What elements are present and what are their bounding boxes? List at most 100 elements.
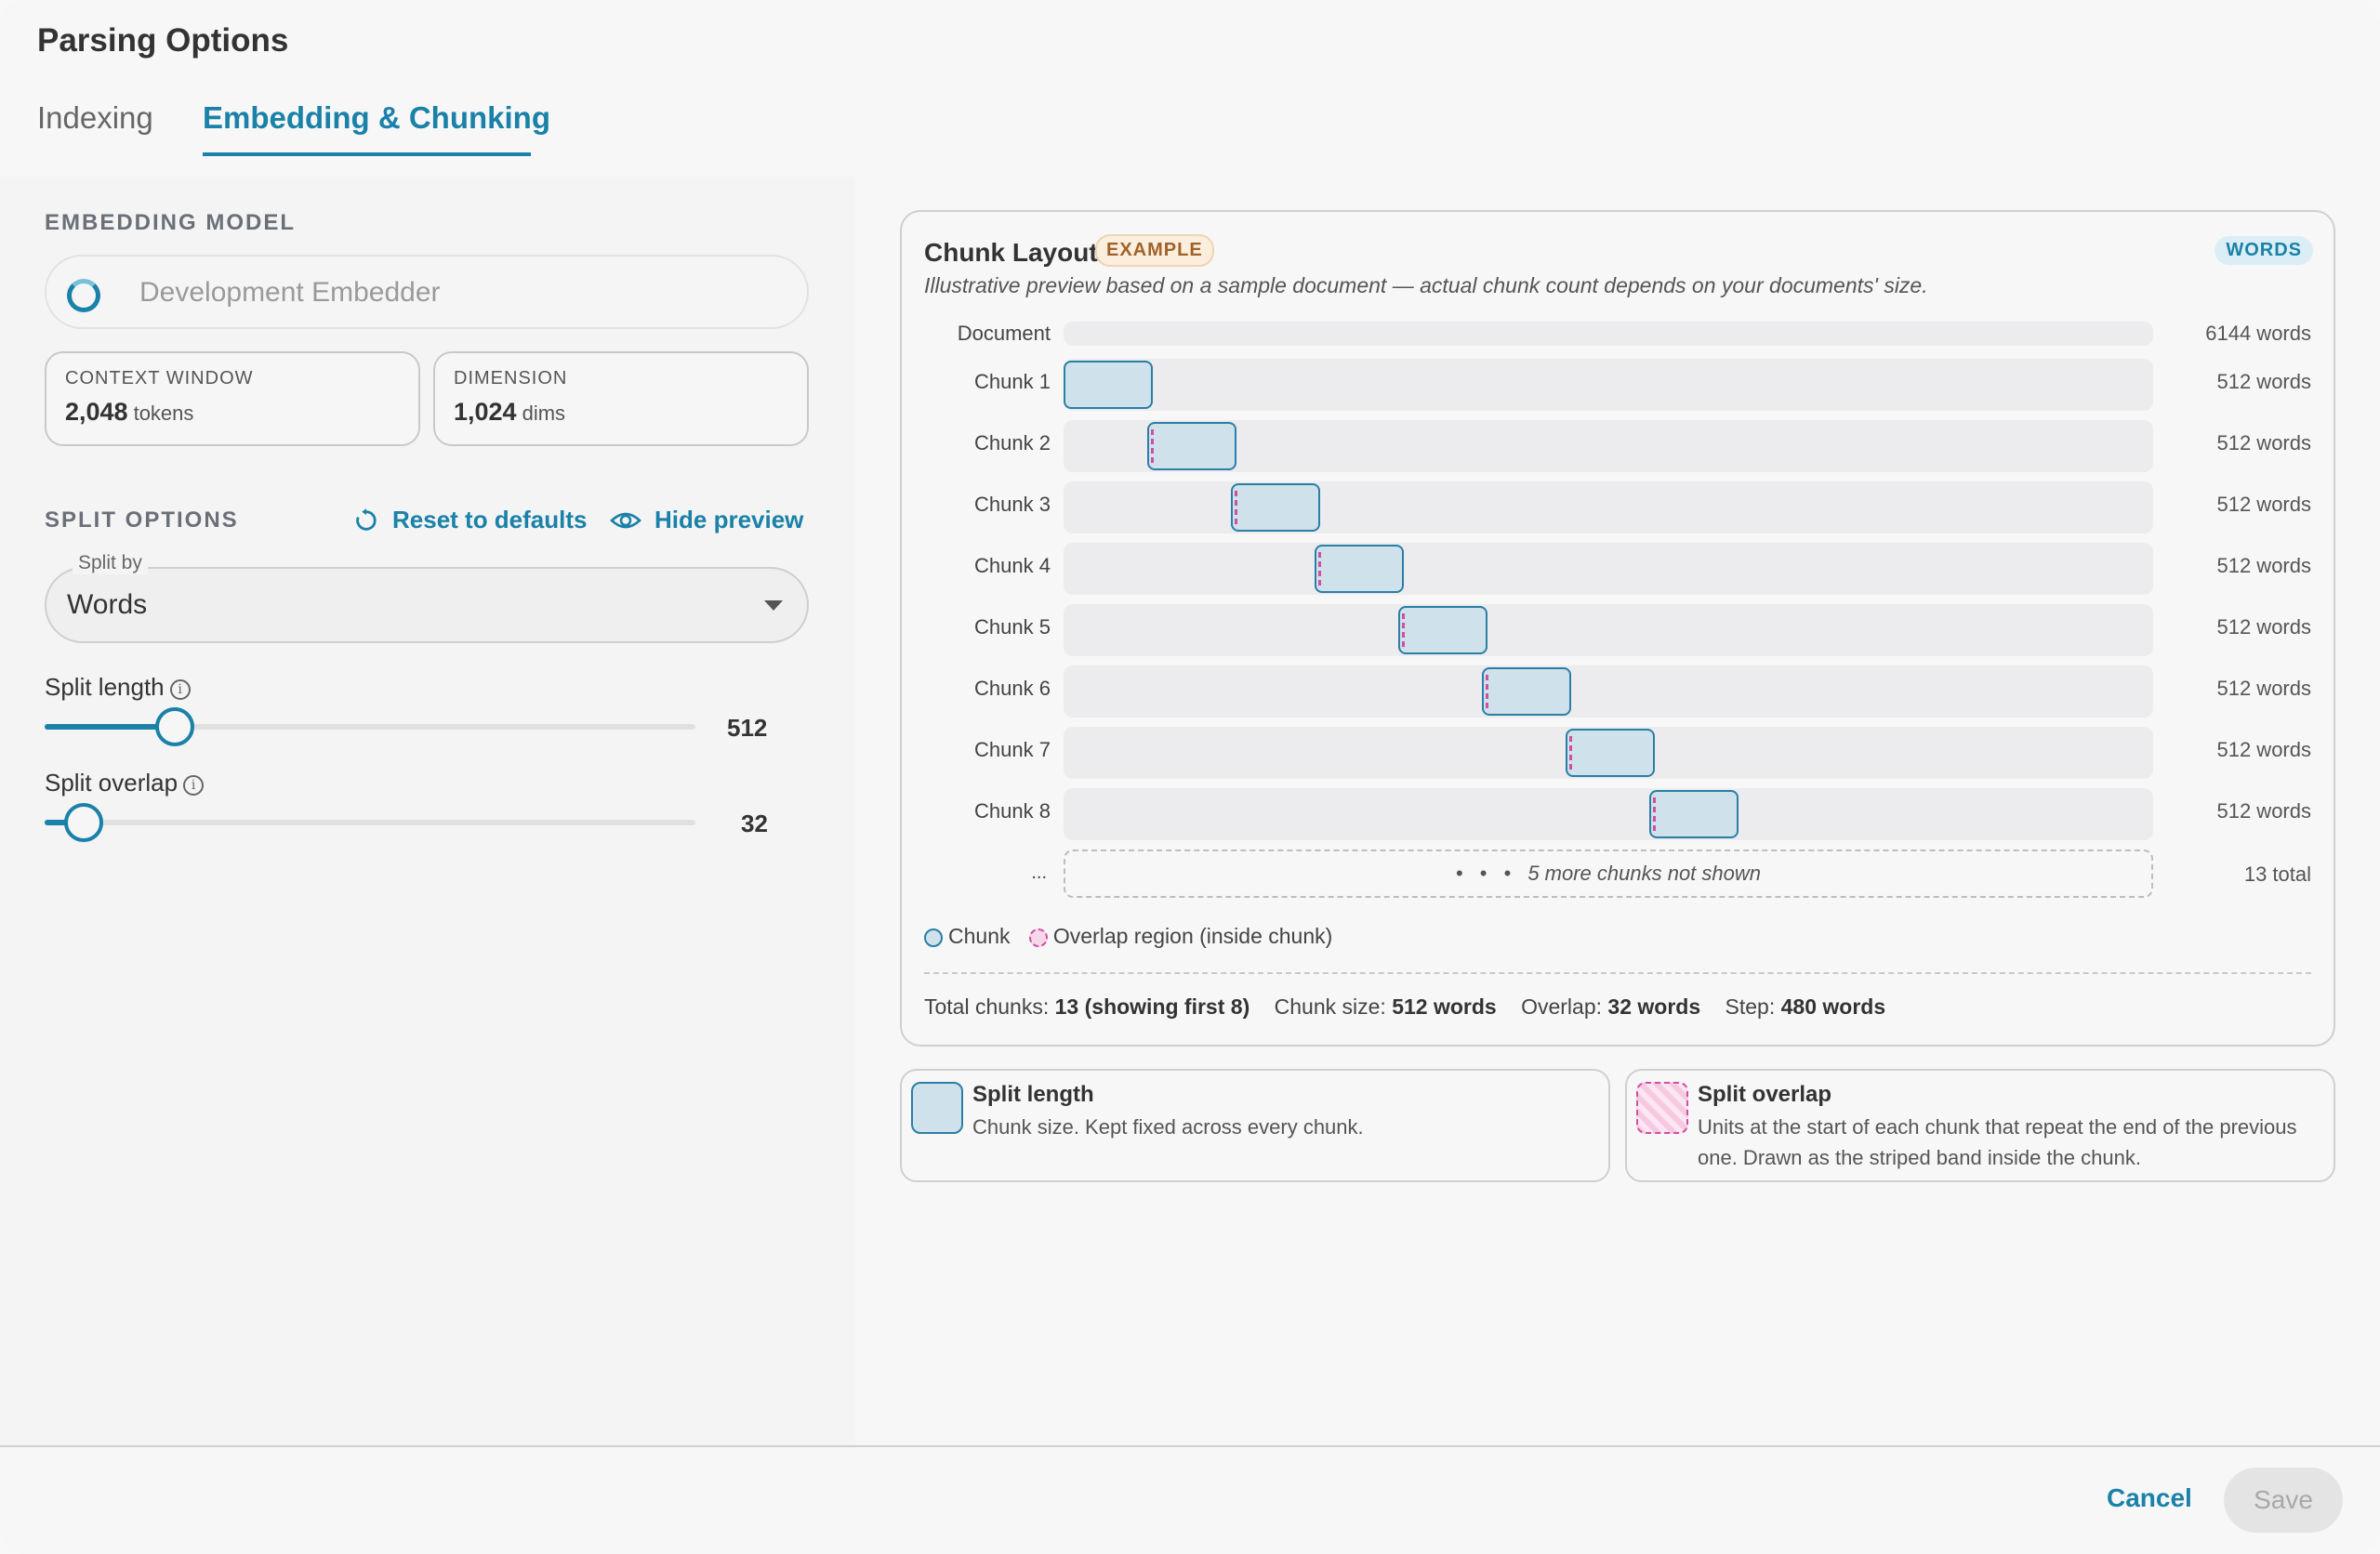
document-count: 6144 words: [2205, 322, 2311, 345]
context-window-card: CONTEXT WINDOW 2,048 tokens: [45, 351, 420, 446]
split-overlap-explainer-text: Units at the start of each chunk that re…: [1698, 1115, 2297, 1169]
overlap-band: [1569, 736, 1575, 770]
chunk-block: [1231, 483, 1320, 532]
split-length-thumb[interactable]: [155, 707, 194, 746]
embedding-model-field[interactable]: Development Embedder: [45, 255, 809, 329]
chunk-row-count: 512 words: [2216, 431, 2311, 454]
chunk-layout-title: Chunk Layout: [924, 238, 1098, 267]
split-length-explainer-title: Split length: [972, 1082, 1094, 1107]
save-button[interactable]: Save: [2224, 1468, 2343, 1533]
info-icon[interactable]: i: [169, 679, 191, 700]
dialog-title: Parsing Options: [37, 22, 289, 59]
split-length-label: Split length i: [45, 673, 191, 702]
chunk-row-count: 512 words: [2216, 493, 2311, 516]
context-window-label: CONTEXT WINDOW: [65, 368, 254, 388]
more-chunks-placeholder: • • • 5 more chunks not shown: [1064, 849, 2153, 898]
chunk-block: [1147, 422, 1236, 470]
tab-embedding-chunking[interactable]: Embedding & Chunking: [203, 100, 550, 135]
more-chunks-text: 5 more chunks not shown: [1527, 862, 1762, 885]
chunk-block: [1566, 729, 1655, 777]
chunk-row-track: [1064, 481, 2153, 533]
legend-chunk-label: Chunk: [948, 924, 1011, 948]
more-ellipsis: ...: [1031, 863, 1047, 883]
chunk-block: [1315, 545, 1404, 593]
eye-icon: [610, 512, 641, 529]
chunk-row-label: Chunk 4: [974, 554, 1051, 577]
chunk-row-track: [1064, 604, 2153, 656]
split-by-label: Split by: [73, 552, 148, 574]
unit-badge: WORDS: [2215, 236, 2313, 265]
document-track: [1064, 322, 2153, 346]
more-dots: • • •: [1455, 862, 1517, 885]
split-overlap-slider[interactable]: [45, 803, 695, 842]
split-length-explainer: Split length Chunk size. Kept fixed acro…: [900, 1069, 1610, 1182]
chunk-row-track: [1064, 788, 2153, 840]
chunk-block: [1064, 361, 1153, 409]
example-badge: EXAMPLE: [1095, 234, 1214, 267]
overlap-band: [1653, 797, 1659, 831]
split-overlap-thumb[interactable]: [64, 803, 103, 842]
split-by-select[interactable]: Split by Words: [45, 552, 809, 643]
tab-indexing[interactable]: Indexing: [37, 100, 153, 135]
split-length-explainer-text: Chunk size. Kept fixed across every chun…: [972, 1115, 1364, 1139]
chunk-row-count: 512 words: [2216, 615, 2311, 639]
split-length-fill: [45, 724, 175, 730]
chunk-row-label: Chunk 6: [974, 677, 1051, 700]
chunk-row-count: 512 words: [2216, 677, 2311, 700]
chunk-row-track: [1064, 665, 2153, 718]
overlap-legend-swatch: [1028, 928, 1048, 947]
overlap-band: [1235, 491, 1240, 524]
embedding-model-heading: EMBEDDING MODEL: [45, 210, 296, 235]
chunk-row-label: Chunk 2: [974, 431, 1051, 454]
split-options-heading: SPLIT OPTIONS: [45, 507, 239, 533]
reset-icon: [356, 508, 377, 531]
chunk-legend: Chunk Overlap region (inside chunk): [924, 924, 1332, 949]
dimension-value: 1,024 dims: [454, 398, 566, 426]
chunk-row-track: [1064, 420, 2153, 472]
chunk-layout-subtitle: Illustrative preview based on a sample d…: [924, 273, 1928, 297]
chunk-row-count: 512 words: [2216, 370, 2311, 393]
split-overlap-value: 32: [741, 810, 768, 837]
overlap-band: [1486, 675, 1491, 708]
chunk-row-count: 512 words: [2216, 799, 2311, 823]
chunk-block: [1649, 790, 1739, 838]
info-icon[interactable]: i: [183, 775, 205, 796]
dimension-label: DIMENSION: [454, 368, 568, 388]
chunk-block: [1482, 667, 1571, 716]
chunk-row-label: Chunk 1: [974, 370, 1051, 393]
split-length-swatch: [911, 1082, 963, 1134]
active-tab-indicator: [203, 152, 531, 156]
split-length-value: 512: [727, 714, 768, 742]
split-overlap-swatch: [1636, 1082, 1688, 1134]
split-length-slider[interactable]: [45, 707, 695, 746]
summary-divider: [924, 972, 2311, 974]
context-window-value: 2,048 tokens: [65, 398, 194, 426]
split-overlap-explainer: Split overlap Units at the start of each…: [1625, 1069, 2335, 1182]
dropdown-caret-icon: [764, 600, 783, 611]
hide-preview-button[interactable]: Hide preview: [610, 506, 803, 534]
reset-defaults-button[interactable]: Reset to defaults: [353, 506, 588, 534]
dimension-card: DIMENSION 1,024 dims: [433, 351, 809, 446]
split-overlap-label: Split overlap i: [45, 769, 205, 797]
legend-overlap-label: Overlap region (inside chunk): [1052, 924, 1333, 948]
chunk-row-track: [1064, 543, 2153, 595]
split-overlap-explainer-title: Split overlap: [1698, 1082, 1832, 1107]
overlap-band: [1151, 429, 1157, 463]
chunk-row-label: Chunk 7: [974, 738, 1051, 761]
total-chunks-label: 13 total: [2243, 863, 2311, 886]
embedding-model-name: Development Embedder: [139, 277, 441, 308]
cancel-button[interactable]: Cancel: [2107, 1483, 2192, 1512]
chunk-row-count: 512 words: [2216, 554, 2311, 577]
chunk-legend-swatch: [924, 928, 943, 947]
chunk-block: [1398, 606, 1488, 654]
chunk-row-count: 512 words: [2216, 738, 2311, 761]
loading-spinner-icon: [67, 279, 100, 312]
chunk-row-label: Chunk 8: [974, 799, 1051, 823]
overlap-band: [1318, 552, 1324, 586]
split-by-value: Words: [67, 589, 148, 620]
document-label: Document: [957, 322, 1051, 345]
chunk-row-label: Chunk 5: [974, 615, 1051, 639]
chunk-row-label: Chunk 3: [974, 493, 1051, 516]
chunk-summary: Total chunks: 13 (showing first 8) Chunk…: [924, 994, 1886, 1019]
